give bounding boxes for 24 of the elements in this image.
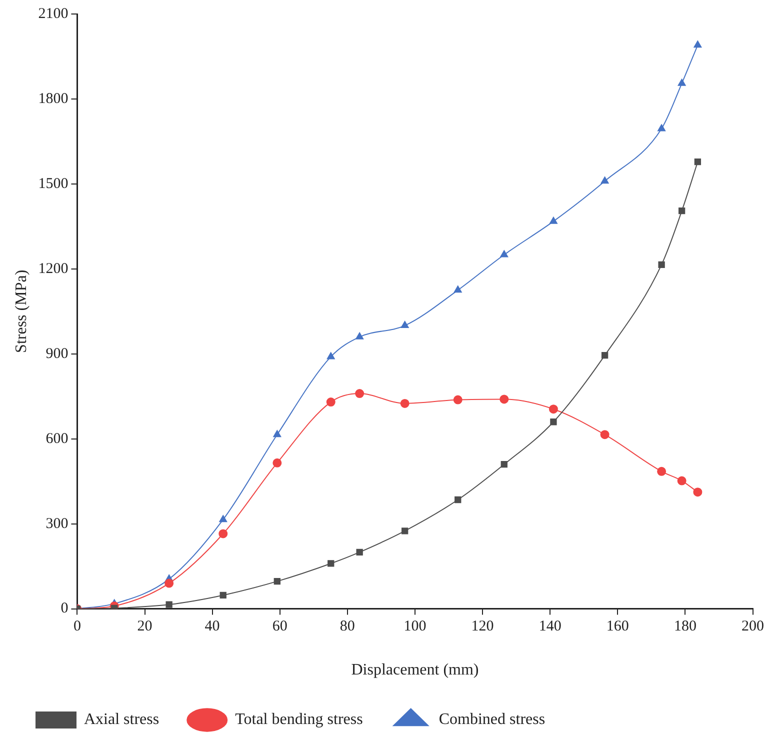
x-axis-title: Displacement (mm) <box>351 662 479 679</box>
y-tick-label: 1200 <box>38 260 68 277</box>
y-tick-label: 600 <box>46 430 68 447</box>
y-tick-label: 900 <box>46 346 68 362</box>
x-tick-label: 120 <box>471 618 494 635</box>
x-tick-label: 0 <box>73 618 81 635</box>
x-tick-label: 160 <box>606 618 629 635</box>
x-tick-label: 140 <box>538 618 562 635</box>
x-tick-label: 20 <box>137 618 152 635</box>
x-tick-label: 180 <box>674 618 696 635</box>
y-tick-label: 0 <box>60 600 68 617</box>
x-tick-label: 40 <box>204 618 220 635</box>
x-tick-label: 80 <box>340 618 355 635</box>
y-tick-label: 2100 <box>38 6 68 22</box>
x-tick-label: 100 <box>404 618 426 635</box>
legend-label: Combined stress <box>438 711 546 728</box>
legend-label: Total bending stress <box>235 711 363 728</box>
y-axis-title: Stress (MPa) <box>12 270 30 353</box>
x-tick-label: 200 <box>742 618 764 635</box>
legend-label: Axial stress <box>84 711 160 728</box>
y-tick-label: 1800 <box>38 90 68 107</box>
x-tick-label: 60 <box>272 618 288 635</box>
y-tick-label: 300 <box>46 516 68 532</box>
y-tick-label: 1500 <box>38 176 68 192</box>
